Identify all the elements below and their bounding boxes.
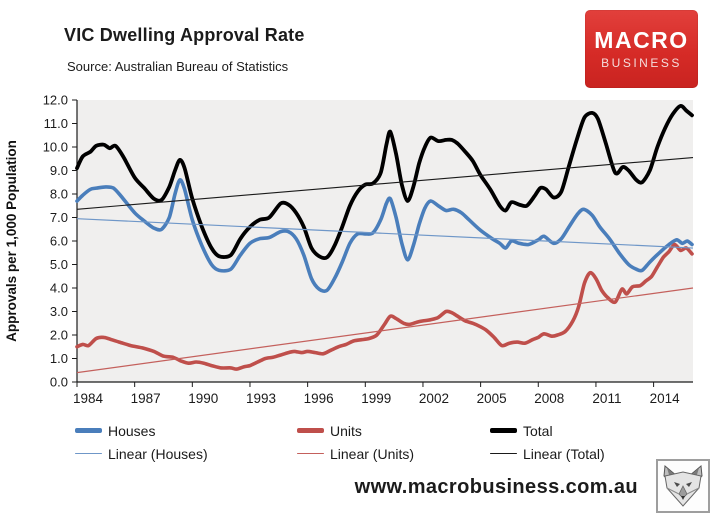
- x-tick-label: 1987: [131, 391, 161, 406]
- y-tick-label: 6.0: [50, 234, 68, 249]
- y-tick-label: 9.0: [50, 163, 68, 178]
- y-tick-label: 5.0: [50, 257, 68, 272]
- x-tick-label: 2014: [650, 391, 681, 406]
- series-line-units: [75, 242, 694, 371]
- x-tick-label: 2008: [534, 391, 564, 406]
- y-tick-label: 4.0: [50, 281, 68, 296]
- macrobusiness-logo-line1: MACRO: [594, 27, 689, 53]
- y-tick-label: 7.0: [50, 210, 68, 225]
- x-tick-label: 1999: [361, 391, 391, 406]
- x-tick-label: 2005: [477, 391, 507, 406]
- y-tick-label: 0.0: [50, 375, 68, 390]
- y-tick-label: 12.0: [43, 93, 68, 108]
- series-line-total: [75, 103, 694, 260]
- y-tick-label: 3.0: [50, 304, 68, 319]
- series-line-houses: [75, 178, 694, 293]
- chart-title: VIC Dwelling Approval Rate: [64, 25, 305, 45]
- y-tick-label: 11.0: [44, 116, 68, 131]
- website-url: www.macrobusiness.com.au: [354, 476, 638, 498]
- chart-source: Source: Australian Bureau of Statistics: [67, 59, 289, 74]
- y-axis-title: Approvals per 1,000 Population: [4, 140, 19, 342]
- macrobusiness-logo: MACRO BUSINESS: [585, 10, 698, 88]
- x-tick-label: 2011: [592, 391, 621, 406]
- y-tick-label: 2.0: [50, 328, 68, 343]
- fox-icon: [663, 465, 703, 507]
- x-tick-label: 1984: [73, 391, 104, 406]
- trendline-linear-total: [76, 157, 694, 210]
- x-tick-label: 1990: [188, 391, 218, 406]
- x-tick-label: 2002: [419, 391, 449, 406]
- y-tick-label: 10.0: [43, 140, 68, 155]
- y-tick-label: 1.0: [50, 351, 68, 366]
- macrobusiness-logo-line2: BUSINESS: [601, 56, 682, 70]
- y-tick-label: 8.0: [50, 187, 68, 202]
- fox-logo-box: [656, 459, 710, 513]
- trendline-linear-houses: [76, 218, 694, 249]
- x-tick-label: 1996: [304, 391, 334, 406]
- trendline-linear-units: [76, 287, 694, 374]
- x-tick-label: 1993: [246, 391, 276, 406]
